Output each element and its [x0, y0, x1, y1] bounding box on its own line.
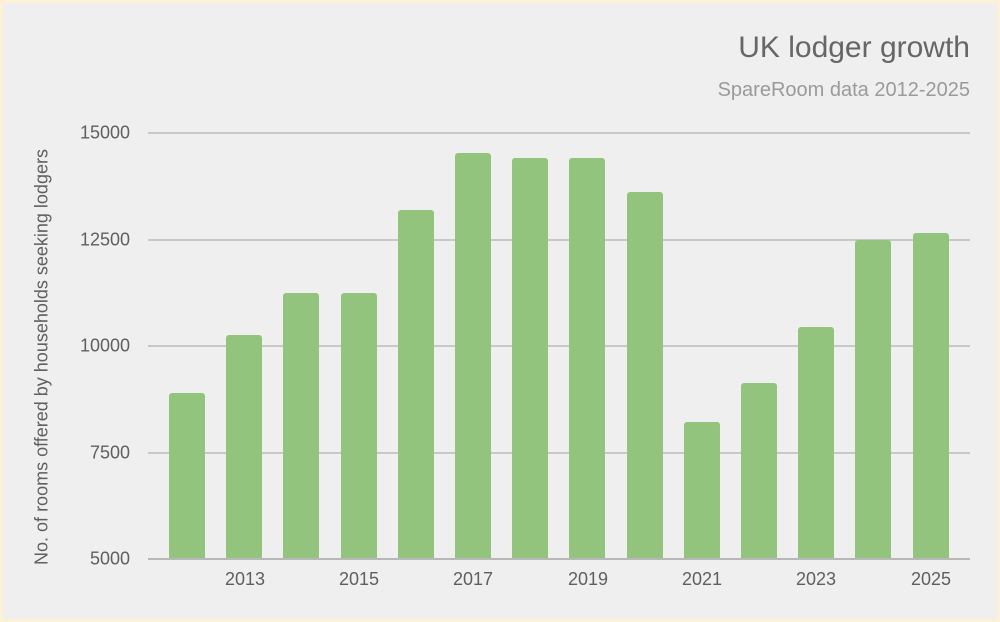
bar-2019: [569, 158, 606, 559]
x-tick-2023: 2023: [795, 569, 837, 589]
x-tick-2017: 2017: [452, 569, 494, 589]
gridline-7500: [148, 452, 970, 454]
bar-2018: [512, 158, 549, 559]
y-tick-15000: 15000: [79, 122, 130, 143]
bar-2017: [455, 153, 491, 559]
x-tick-2025: 2025: [910, 569, 952, 589]
bar-2021: [683, 421, 720, 559]
bar-2020: [626, 191, 663, 559]
bar-2022: [741, 383, 777, 559]
bar-2016: [397, 210, 434, 559]
gridline-15000: [148, 132, 970, 134]
bar-2023: [798, 326, 835, 559]
gridline-12500: [148, 239, 970, 241]
x-tick-2013: 2013: [224, 569, 266, 589]
bar-2015: [340, 292, 377, 559]
bar-2014: [283, 292, 320, 559]
y-tick-7500: 7500: [89, 442, 130, 463]
bar-2024: [855, 239, 892, 559]
y-tick-5000: 5000: [89, 548, 130, 569]
x-tick-2019: 2019: [567, 569, 609, 589]
bar-2012: [169, 392, 205, 559]
x-tick-2021: 2021: [681, 569, 723, 589]
y-tick-10000: 10000: [79, 335, 130, 356]
x-axis-line: [148, 558, 970, 560]
x-tick-2015: 2015: [338, 569, 380, 589]
bar-2013: [226, 334, 263, 559]
chart-title: UK lodger growth: [738, 31, 970, 64]
bar-2025: [912, 233, 949, 559]
y-tick-12500: 12500: [79, 229, 130, 250]
gridline-10000: [148, 345, 970, 347]
chart-subtitle: SpareRoom data 2012-2025: [717, 79, 970, 101]
